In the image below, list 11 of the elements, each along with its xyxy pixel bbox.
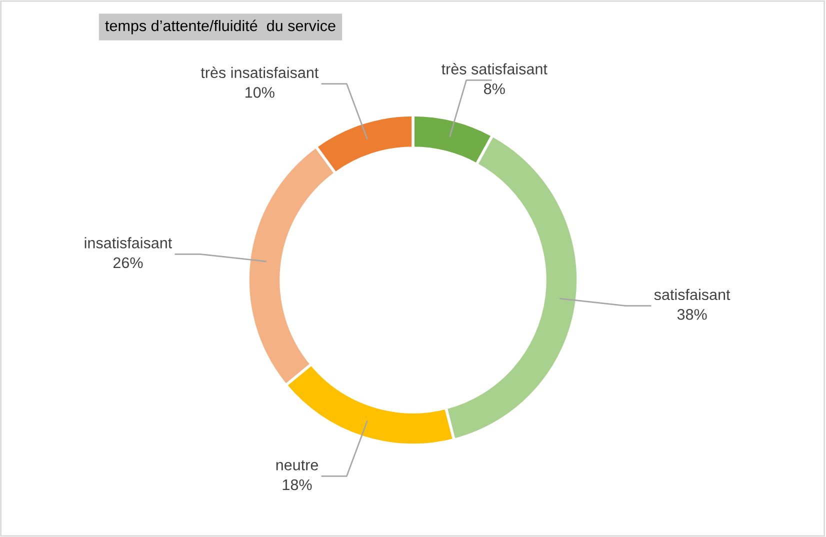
slice-label: satisfaisant [654,288,730,300]
data-label: 38% [677,309,707,320]
data-label: 26% [113,257,143,268]
data-label: 10% [246,87,274,98]
slice-label: très insatisfaisant [200,66,319,78]
slice-label: très satisfaisant [442,63,548,74]
data-label: 18% [282,479,312,490]
chart-title: temps d’attente/fluidité du service [105,20,336,34]
slice-label: insatisfaisant [84,237,172,248]
slice-label: neutre [276,460,318,470]
data-label: 8% [484,83,505,94]
